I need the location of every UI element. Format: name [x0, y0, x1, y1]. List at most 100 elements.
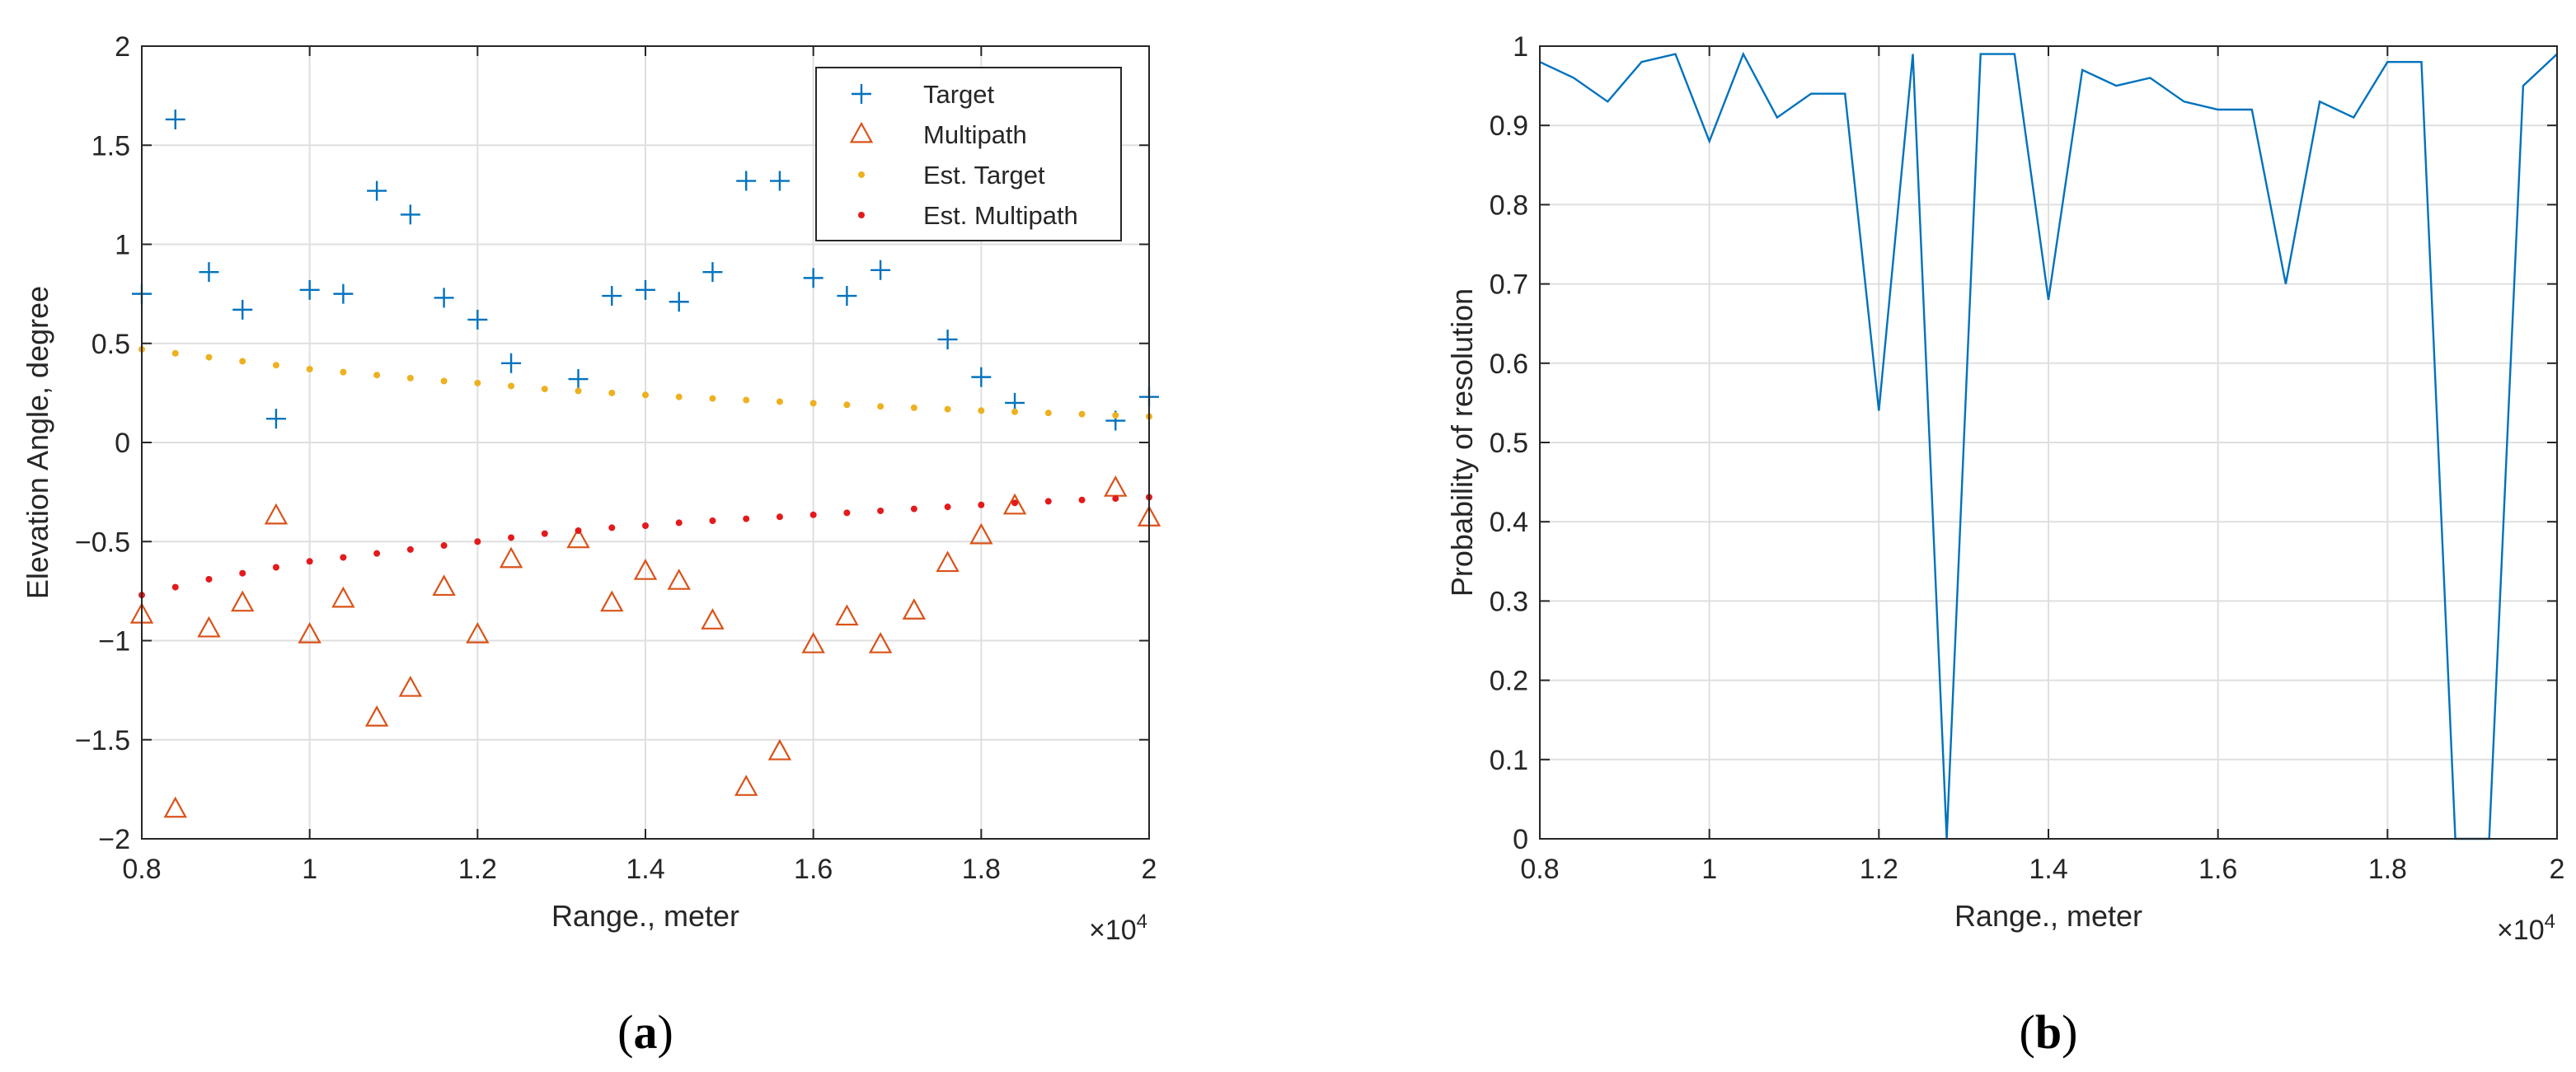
panel-a-y-tick-label: 1	[115, 230, 130, 261]
legend-marker-est-target	[858, 171, 865, 178]
panel-a-y-tick-label: −1	[98, 626, 130, 658]
point-est-target	[675, 393, 683, 400]
point-multipath	[600, 590, 624, 612]
panel-b-caption: (b)	[2020, 1005, 2078, 1059]
panel-a-legend: Target Multipath Est. Target Est. Multipath	[815, 67, 1122, 241]
panel-b-ylabel: Probability of resolution	[1445, 288, 1479, 597]
point-est-multipath	[239, 569, 246, 577]
panel-b-x-tick-label: 1.4	[2029, 854, 2067, 885]
point-est-target	[272, 362, 279, 369]
panel-a-x-tick-label: 1.2	[458, 854, 497, 885]
point-multipath	[197, 616, 221, 638]
panel-b-y-tick-label: 0.3	[1490, 586, 1528, 617]
point-target	[636, 279, 655, 300]
panel-b-y-tick-label: 0.9	[1490, 110, 1528, 142]
point-est-multipath	[406, 545, 414, 553]
point-multipath	[734, 775, 758, 796]
point-est-multipath	[541, 530, 548, 537]
point-target	[434, 288, 454, 308]
panel-a-y-tick-label: 2	[115, 31, 130, 63]
point-est-multipath	[910, 505, 917, 513]
panel-b-y-tick-label: 0.7	[1490, 269, 1528, 301]
panel-a-x-tick-label: 1.4	[626, 854, 664, 885]
panel-b-y-tick-label: 0.2	[1490, 666, 1528, 697]
panel-a-y-tick-label: 0	[115, 428, 130, 459]
panel-b-x-tick-label: 1.2	[1860, 854, 1898, 885]
point-est-multipath	[440, 542, 448, 550]
point-multipath	[163, 796, 187, 818]
point-est-multipath	[171, 583, 179, 591]
point-est-multipath	[843, 509, 851, 517]
panel-b-x-tick-label: 1	[1701, 854, 1717, 885]
point-target	[299, 279, 320, 300]
point-est-target	[776, 398, 783, 405]
panel-a-y-tick-label: 1.5	[91, 130, 130, 162]
point-est-target	[440, 377, 448, 385]
panel-a-marks	[129, 109, 1161, 818]
legend-marker-est-multipath	[858, 212, 865, 218]
point-est-multipath	[877, 507, 884, 514]
point-multipath	[364, 705, 389, 727]
point-est-target	[642, 391, 649, 399]
point-est-target	[1112, 412, 1119, 419]
point-est-target	[809, 400, 817, 407]
point-multipath	[667, 569, 691, 590]
point-target	[165, 109, 185, 129]
point-multipath	[566, 527, 590, 549]
panel-b-x-tick-label: 0.8	[1520, 854, 1559, 885]
point-est-multipath	[1011, 499, 1019, 507]
panel-a-y-tick-label: −0.5	[75, 527, 130, 558]
point-est-multipath	[205, 575, 213, 583]
point-est-multipath	[642, 522, 649, 530]
panel-a-y-tick-label: −2	[98, 824, 130, 855]
point-multipath	[466, 622, 490, 644]
point-multipath	[230, 590, 255, 612]
point-multipath	[398, 675, 423, 697]
point-est-multipath	[709, 517, 716, 524]
point-multipath	[1002, 493, 1027, 515]
point-target	[333, 283, 354, 304]
panel-a-x-tick-label: 1	[302, 854, 317, 885]
panel-b-y-tick-label: 0.8	[1490, 190, 1528, 221]
point-est-target	[608, 389, 616, 396]
point-est-target	[541, 386, 548, 393]
panel-b-y-tick-label: 0	[1513, 824, 1528, 855]
panel-a-elevation-plot: 0.8 1 1.2 1.4 1.6 1.8 2 −2 −1.5 −1 −0.5 0 0.5 1 1.5 2 R…	[21, 31, 1161, 1059]
panel-b-ticks: 0.8 1 1.2 1.4 1.6 1.8 2 0 0.1 0.2 0.3 0.4 0.5 0.6 0.7 0…	[1490, 31, 2565, 885]
legend-label-target: Target	[923, 80, 995, 109]
point-target	[837, 286, 857, 307]
point-est-multipath	[508, 534, 515, 541]
point-est-multipath	[944, 503, 951, 511]
panel-b-x-tick-label: 1.8	[2368, 854, 2407, 885]
panel-a-xlabel: Range., meter	[551, 899, 739, 933]
point-multipath	[633, 559, 658, 580]
legend-marker-target	[852, 84, 871, 104]
point-est-multipath	[306, 558, 313, 565]
point-target	[232, 299, 253, 320]
point-est-target	[239, 358, 246, 365]
legend-marker-multipath	[849, 121, 874, 143]
panel-a-x-tick-label: 1.6	[794, 854, 833, 885]
point-est-multipath	[340, 554, 347, 561]
point-target	[803, 268, 823, 288]
point-target	[769, 171, 790, 191]
point-multipath	[969, 522, 993, 545]
point-est-target	[743, 396, 750, 404]
point-est-multipath	[776, 513, 783, 521]
point-est-target	[508, 382, 515, 390]
point-est-target	[474, 379, 481, 386]
point-est-multipath	[675, 519, 683, 527]
point-target	[467, 309, 488, 330]
point-multipath	[264, 503, 289, 525]
point-est-target	[877, 403, 884, 410]
point-est-target	[944, 405, 951, 413]
point-multipath	[331, 586, 355, 608]
point-est-multipath	[575, 527, 582, 535]
panel-a-ticks: 0.8 1 1.2 1.4 1.6 1.8 2 −2 −1.5 −1 −0.5 0 0.5 1 1.5 2	[75, 31, 1157, 885]
panel-b-x-exponent: ×104	[2497, 910, 2555, 946]
panel-b-y-tick-label: 0.6	[1490, 349, 1528, 380]
point-est-target	[978, 407, 985, 414]
panel-a-x-tick-label: 1.8	[962, 854, 1001, 885]
point-est-target	[575, 387, 582, 395]
point-est-multipath	[978, 501, 985, 508]
